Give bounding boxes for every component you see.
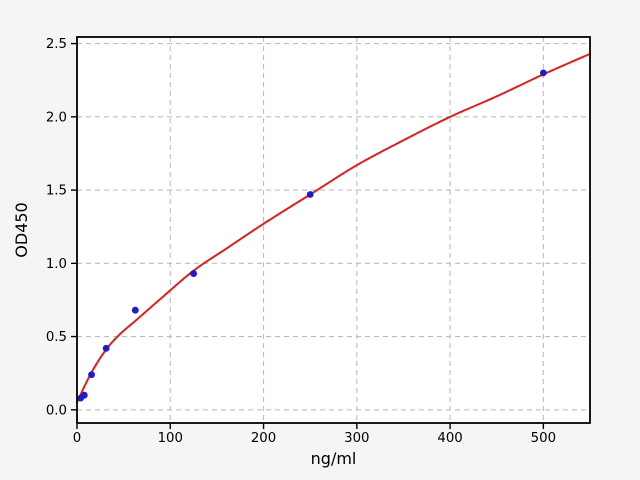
- y-axis-ticks: 0.0 0.5 1.0 1.5 2.0 2.5: [46, 37, 77, 418]
- data-points: [77, 69, 547, 402]
- x-tick-label: 200: [251, 431, 276, 446]
- data-point: [80, 391, 88, 399]
- data-point: [102, 344, 110, 352]
- data-point: [190, 270, 197, 277]
- y-tick-label: 1.0: [46, 257, 67, 272]
- x-axis-ticks: 0 100 200 300 400 500: [73, 423, 556, 446]
- x-tick-label: 300: [344, 431, 369, 446]
- y-tick-label: 0.5: [46, 330, 67, 345]
- y-tick-label: 2.0: [46, 110, 67, 125]
- x-axis-label: ng/ml: [311, 449, 357, 468]
- x-tick-label: 0: [73, 431, 81, 446]
- fitted-curve-line: [76, 52, 591, 404]
- plot-area: [77, 37, 590, 423]
- data-point: [306, 191, 314, 198]
- y-tick-label: 2.5: [46, 37, 67, 52]
- data-point: [88, 371, 95, 379]
- y-tick-label: 1.5: [46, 184, 67, 199]
- gridlines: [76, 37, 590, 423]
- data-point: [131, 306, 139, 314]
- y-axis-label: OD450: [12, 202, 31, 257]
- x-tick-label: 500: [531, 431, 556, 446]
- y-tick-label: 0.0: [46, 403, 67, 418]
- data-point: [539, 69, 547, 77]
- x-tick-label: 100: [158, 431, 183, 446]
- axes-spines: [76, 36, 591, 424]
- x-tick-label: 400: [437, 431, 462, 446]
